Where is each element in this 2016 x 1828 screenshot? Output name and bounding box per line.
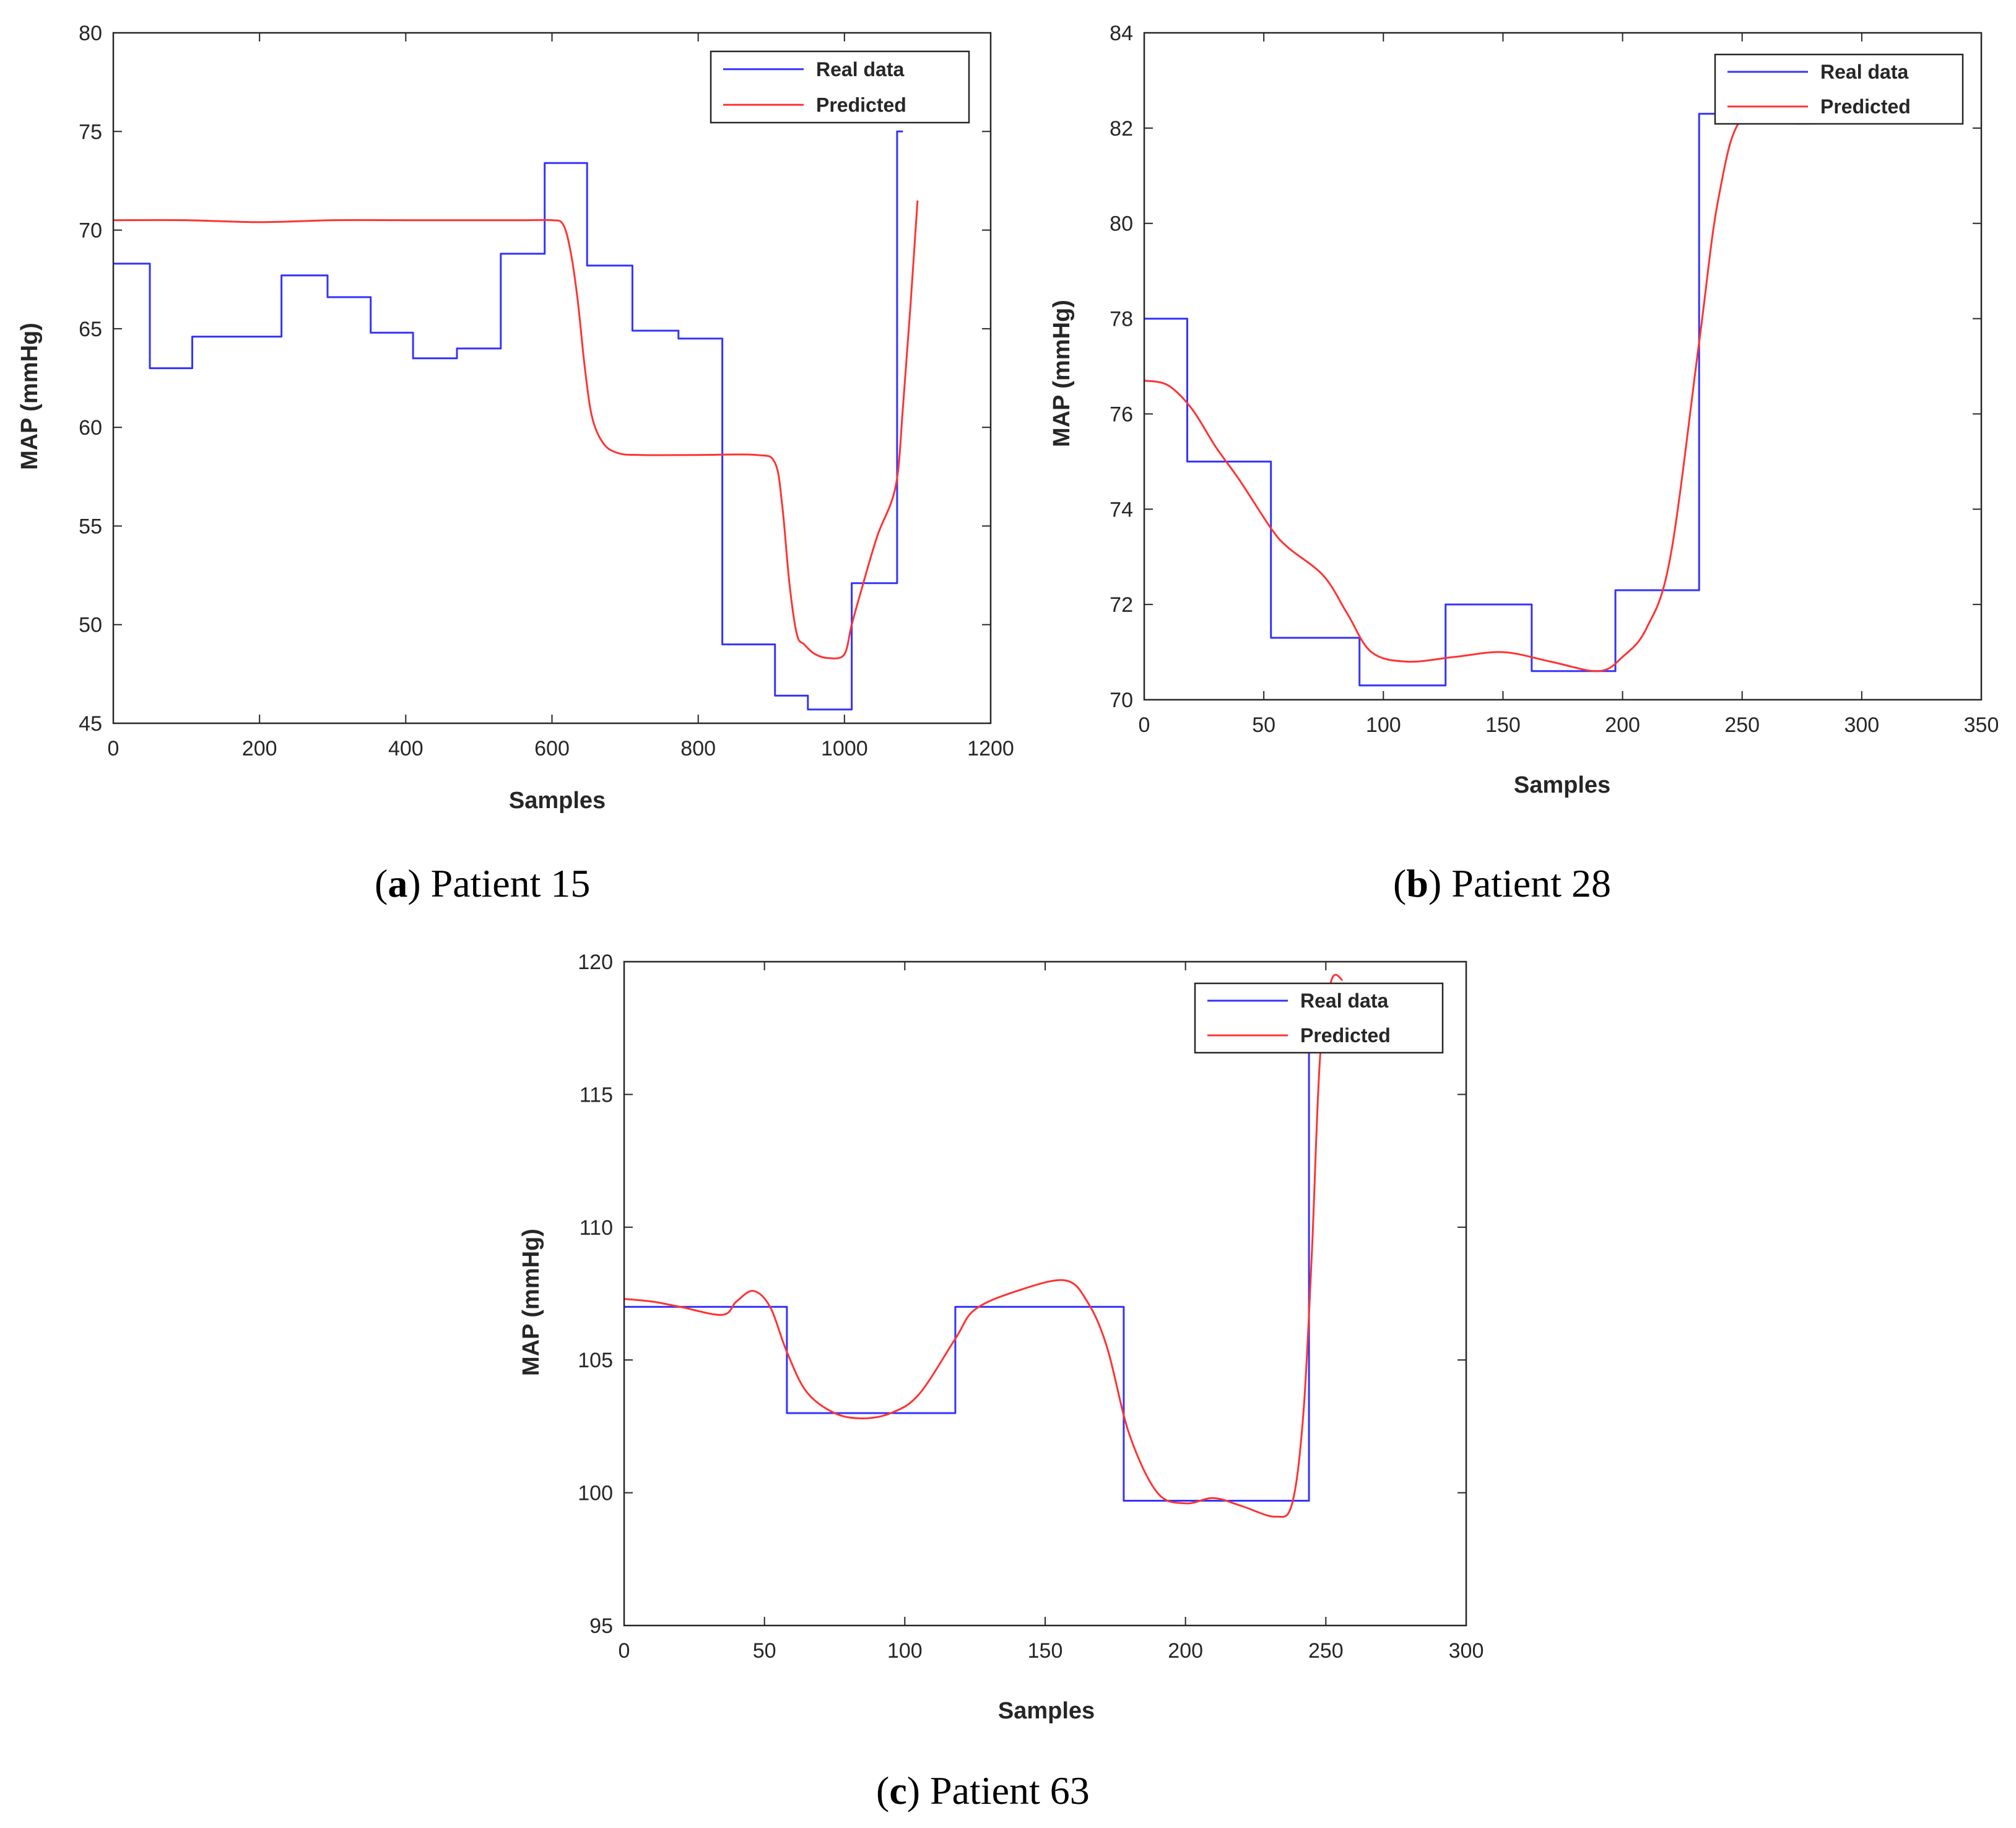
- chart-a-xtick-label: 400: [388, 737, 424, 760]
- chart-a-ytick-label: 65: [79, 318, 102, 341]
- caption-a: (a) Patient 15: [375, 861, 591, 905]
- chart-c-predicted-line: [624, 973, 1344, 1518]
- chart-a-frame: [112, 32, 992, 725]
- chart-panel-b: 0 50 100 150 200 250 300 350 70 72 74 76 78 80 82 84 Rea…: [0, 0, 2016, 830]
- chart-a-ytick-label: 70: [79, 219, 102, 243]
- chart-b-predicted-line: [1144, 113, 1826, 672]
- chart-b-ytick-label: 84: [1110, 22, 1133, 45]
- chart-c-ytick-label: 120: [578, 951, 613, 974]
- chart-a-ylabel: MAP (mmHg): [17, 323, 43, 470]
- chart-a-real-data-line: [113, 130, 903, 711]
- chart-c-plot-area: [624, 962, 1466, 1626]
- chart-c-xtick-label: 0: [619, 1639, 630, 1663]
- chart-b-xlabel: Samples: [1514, 772, 1610, 798]
- chart-c-ytick-label: 100: [578, 1482, 613, 1505]
- chart-c-ylabel: MAP (mmHg): [518, 1229, 544, 1376]
- chart-a-legend-label-predicted: Predicted: [816, 94, 906, 116]
- chart-c-ytick-label: 105: [578, 1349, 613, 1372]
- caption-c: (c) Patient 63: [876, 1769, 1090, 1813]
- chart-a-ytick-label: 50: [79, 614, 102, 637]
- chart-a-ytick-label: 80: [79, 22, 102, 45]
- chart-a-xtick-label: 0: [108, 737, 119, 760]
- chart-b-ytick-label: 78: [1110, 308, 1133, 331]
- chart-c-ytick-label: 110: [580, 1216, 613, 1240]
- caption-b-text: Patient 28: [1451, 861, 1611, 905]
- chart-b-xtick-label: 350: [1964, 713, 1999, 737]
- chart-b-xtick-label: 50: [1252, 713, 1275, 737]
- chart-a-xtick-label: 200: [242, 737, 277, 760]
- chart-c-legend-box: [1194, 982, 1444, 1054]
- chart-c-svg: 0 50 100 150 200 250 300 95 100 105 110 115 120 Real …: [518, 951, 1484, 1724]
- chart-c-ytick-label: 95: [589, 1614, 613, 1638]
- chart-b-plot-area: [1144, 33, 1981, 700]
- chart-a-xtick-label: 1000: [821, 737, 868, 760]
- chart-b-real-data-line: [1144, 113, 1838, 687]
- chart-c-xtick-label: 50: [753, 1639, 776, 1663]
- chart-c-xtick-label: 150: [1028, 1639, 1063, 1663]
- caption-c-text: Patient 63: [930, 1769, 1090, 1813]
- chart-c-xlabel: Samples: [998, 1698, 1095, 1724]
- chart-b-ytick-label: 72: [1110, 593, 1133, 617]
- caption-b: (b) Patient 28: [1393, 861, 1611, 905]
- chart-c-real-data-line: [624, 987, 1349, 1502]
- chart-c-legend-label-real: Real data: [1300, 990, 1388, 1012]
- chart-a-ytick-label: 60: [79, 416, 102, 440]
- chart-a-xtick-label: 600: [534, 737, 570, 760]
- chart-b-xtick-label: 0: [1139, 713, 1150, 737]
- chart-b-ytick-label: 80: [1110, 212, 1133, 236]
- caption-c-letter: c: [889, 1769, 907, 1813]
- chart-c-frame: [623, 960, 1467, 1627]
- chart-b-legend-label-real: Real data: [1820, 61, 1908, 83]
- caption-b-letter: b: [1406, 861, 1428, 905]
- chart-a-legend-box: [710, 50, 970, 124]
- chart-a-legend-label-real: Real data: [816, 58, 904, 81]
- chart-a-ytick-label: 75: [79, 120, 102, 144]
- chart-b-xtick-label: 150: [1485, 713, 1521, 737]
- chart-c-xtick-label: 250: [1308, 1639, 1344, 1663]
- chart-c-xtick-label: 200: [1168, 1639, 1203, 1663]
- chart-b-xtick-label: 300: [1844, 713, 1879, 737]
- chart-a-xtick-label: 800: [680, 737, 716, 760]
- chart-c-xtick-label: 100: [887, 1639, 923, 1663]
- chart-a-xtick-label: 1200: [967, 737, 1014, 760]
- chart-a-plot-area: [113, 33, 991, 723]
- chart-b-svg: 0 50 100 150 200 250 300 350 70 72 74 76 78 80 82 84 Rea…: [1049, 22, 1999, 798]
- chart-panel-c: 0 50 100 150 200 250 300 95 100 105 110 115 120 Real …: [518, 951, 1484, 1724]
- chart-b-xtick-label: 250: [1724, 713, 1760, 737]
- caption-a-text: Patient 15: [430, 861, 591, 905]
- chart-panel-a: 0 200 400 600 800 1000 1200 45 50 55 60 65 70 75 80 Rea…: [0, 0, 1015, 830]
- chart-a-xlabel: Samples: [509, 788, 606, 814]
- chart-a-svg: 0 200 400 600 800 1000 1200 45 50 55 60 65 70 75 80 Rea…: [17, 22, 1014, 814]
- chart-a-predicted-line: [113, 200, 919, 659]
- chart-a-ytick-label: 55: [79, 515, 102, 538]
- chart-c-xtick-label: 300: [1449, 1639, 1484, 1663]
- chart-b-frame: [1143, 32, 1983, 701]
- chart-b-ytick-label: 82: [1110, 117, 1133, 141]
- chart-b-legend-box: [1714, 53, 1964, 125]
- chart-b-ytick-label: 74: [1110, 498, 1133, 521]
- chart-b-ytick-label: 70: [1110, 689, 1133, 712]
- chart-b-legend-label-predicted: Predicted: [1820, 95, 1911, 118]
- chart-a-ytick-label: 45: [79, 712, 102, 736]
- caption-a-letter: a: [388, 861, 408, 905]
- chart-b-ytick-label: 76: [1110, 403, 1133, 426]
- chart-b-ylabel: MAP (mmHg): [1049, 300, 1075, 447]
- chart-b-xtick-label: 100: [1366, 713, 1401, 737]
- chart-b-xtick-label: 200: [1605, 713, 1640, 737]
- chart-c-legend-label-predicted: Predicted: [1300, 1024, 1391, 1047]
- chart-c-ytick-label: 115: [580, 1083, 613, 1107]
